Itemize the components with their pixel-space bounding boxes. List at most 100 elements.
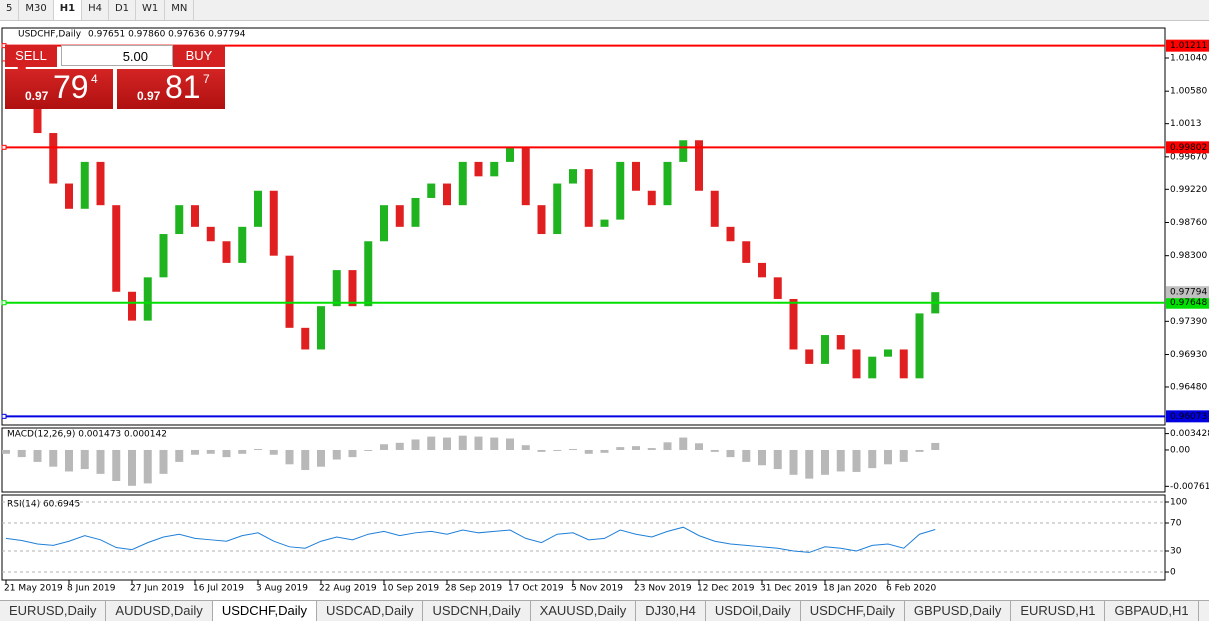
histogram-bar: [553, 449, 562, 451]
volume-input[interactable]: 5.00: [61, 45, 173, 66]
chart-tab[interactable]: USDCHF,Daily: [801, 601, 905, 621]
timeframe-button[interactable]: D1: [109, 0, 137, 20]
chart-tab[interactable]: USDCAD,Daily: [317, 601, 424, 621]
histogram-bar: [789, 449, 798, 475]
candle: [238, 226, 247, 263]
timeframe-button[interactable]: W1: [136, 0, 166, 20]
sell-button[interactable]: SELL: [5, 45, 57, 67]
macd-title: MACD(12,26,9) 0.001473 0.000142: [7, 430, 167, 440]
histogram-bar: [726, 449, 735, 458]
histogram-bar: [17, 449, 26, 458]
histogram-bar: [931, 442, 940, 450]
timeframe-button[interactable]: MN: [165, 0, 195, 20]
histogram-bar: [805, 449, 814, 479]
y-tick-label: 1.0013: [1170, 119, 1202, 129]
bid-main: 79: [53, 69, 89, 105]
candle: [65, 183, 73, 209]
histogram-bar: [317, 449, 325, 467]
buy-button[interactable]: BUY: [173, 45, 225, 67]
y-tick-label: 1.01040: [1170, 54, 1207, 64]
histogram-bar: [364, 449, 373, 451]
candle: [380, 205, 388, 242]
histogram-bar: [269, 449, 278, 455]
candle: [96, 161, 105, 206]
level-handle: [1, 144, 7, 150]
histogram-bar: [206, 449, 215, 454]
candle: [773, 277, 782, 299]
chart-tab[interactable]: AUDUSD,Daily: [106, 601, 213, 621]
histogram-bar: [899, 449, 908, 462]
y-tick-label: -0.007615: [1170, 482, 1209, 492]
candle: [584, 169, 593, 227]
chart-tab[interactable]: XAUUSD,Daily: [531, 601, 637, 621]
candle: [710, 190, 719, 227]
chart-tab[interactable]: EURUSD,Daily: [0, 601, 107, 621]
chart-tab[interactable]: USDOil,Daily: [706, 601, 801, 621]
histogram-bar: [695, 443, 703, 450]
candle: [348, 270, 357, 307]
chart-tab[interactable]: GBPUSD,Daily: [905, 601, 1012, 621]
candle: [726, 226, 735, 242]
macd-panel: [1, 427, 1166, 493]
chart-tab[interactable]: USDCHF,Daily: [212, 601, 318, 621]
histogram-bar: [191, 449, 199, 455]
histogram-bar: [490, 437, 499, 450]
candle: [836, 335, 845, 350]
y-tick-label: 70: [1170, 519, 1182, 529]
level-handle: [1, 413, 7, 419]
rsi-panel: [1, 494, 1166, 581]
candle: [600, 219, 609, 227]
candle: [317, 306, 325, 350]
y-tick-label: 0.003428: [1170, 429, 1209, 439]
candle: [899, 349, 908, 379]
candle: [915, 313, 924, 379]
quote: 0.97651 0.97860 0.97636 0.97794: [88, 30, 246, 40]
histogram-bar: [395, 442, 404, 450]
chart-tab[interactable]: GBPAUD,H1: [1105, 601, 1199, 621]
candle: [159, 234, 168, 278]
candle: [868, 356, 877, 379]
candle: [758, 262, 766, 278]
histogram-bar: [868, 449, 877, 469]
x-tick-label: 31 Dec 2019: [760, 584, 818, 594]
candle: [427, 183, 436, 198]
x-tick-label: 12 Dec 2019: [697, 584, 755, 594]
chart-tab[interactable]: USDCNH,Daily: [423, 601, 531, 621]
histogram-bar: [852, 449, 861, 472]
candle: [206, 226, 215, 242]
rsi-line: [5, 526, 936, 553]
timeframe-button[interactable]: H1: [53, 0, 83, 20]
timeframe-button[interactable]: H4: [82, 0, 109, 20]
y-tick-label: 100: [1170, 498, 1187, 508]
level-label: 0.97648: [1170, 298, 1207, 308]
histogram-bar: [474, 436, 483, 450]
candle: [301, 327, 310, 350]
chart-tab[interactable]: EURUSD,H1: [1011, 601, 1106, 621]
candle: [285, 255, 294, 328]
timeframe-button[interactable]: M30: [19, 0, 54, 20]
histogram-bar: [884, 449, 892, 465]
chart-tab[interactable]: DJ30,H4: [636, 601, 706, 621]
y-tick-label: 30: [1170, 547, 1182, 557]
candle: [364, 241, 373, 307]
y-tick-label: 0.97390: [1170, 317, 1207, 327]
histogram-bar: [458, 435, 467, 450]
chart: USDCHF,Daily 0.97651 0.97860 0.97636 0.9…: [1, 27, 1209, 594]
candle: [821, 335, 829, 364]
candle: [537, 205, 546, 235]
timeframe-button[interactable]: 5: [0, 0, 20, 20]
ask-pip: 7: [203, 72, 210, 86]
histogram-bar: [285, 449, 294, 465]
histogram-bar: [33, 449, 42, 462]
candle: [128, 291, 136, 321]
x-tick-label: 28 Sep 2019: [445, 584, 502, 594]
histogram-bar: [758, 449, 766, 466]
histogram-bar: [222, 449, 231, 458]
histogram-bar: [710, 449, 719, 452]
y-tick-label: 0: [1170, 568, 1176, 578]
histogram-bar: [96, 449, 105, 474]
bid-price[interactable]: 0.97 79 4: [5, 69, 113, 109]
chart-tabs: EURUSD,Daily AUDUSD,Daily USDCHF,Daily USDC…: [0, 600, 1209, 621]
ask-price[interactable]: 0.97 81 7: [117, 69, 225, 109]
